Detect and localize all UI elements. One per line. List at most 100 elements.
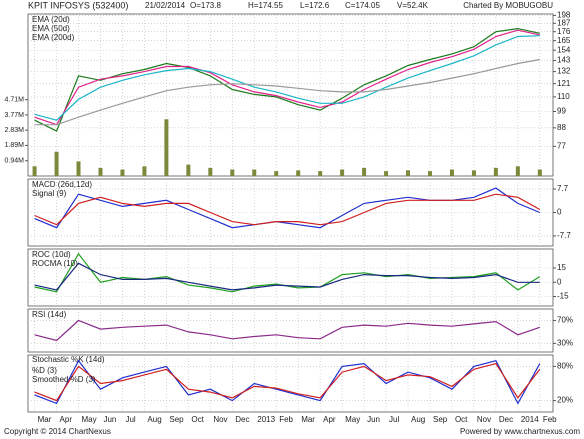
- y-tick-label: 88: [557, 123, 566, 132]
- y2-tick-label: 1.89M: [5, 142, 25, 149]
- x-tick-label: Feb: [543, 415, 557, 424]
- volume-bar: [252, 169, 257, 176]
- legend-label: MACD (26d,12d): [32, 180, 92, 189]
- low: L=172.6: [300, 1, 330, 10]
- x-tick-label: Feb: [279, 415, 293, 424]
- panel-frame: [27, 354, 554, 413]
- series-line: [34, 362, 541, 402]
- panel-frame: [27, 13, 554, 177]
- y-tick-label: 70%: [557, 316, 573, 325]
- y-tick-label: 187: [557, 18, 571, 27]
- volume-bar: [32, 166, 37, 176]
- x-tick-label: 2014: [521, 415, 539, 424]
- volume-bar: [340, 169, 345, 176]
- y-tick-label: 30%: [557, 339, 573, 348]
- y-tick-label: 0: [557, 208, 562, 217]
- volume-bar: [406, 170, 411, 176]
- volume-bar: [471, 170, 476, 176]
- volume-bar: [384, 171, 389, 176]
- series-line: [34, 319, 540, 342]
- x-tick-label: Nov: [213, 415, 227, 424]
- legend-label: Signal (9): [32, 189, 67, 198]
- legend-label: Smoothed %D (3): [32, 375, 96, 384]
- y-tick-label: 165: [557, 36, 571, 45]
- volume-bar: [76, 161, 81, 176]
- x-tick-label: Apr: [60, 415, 73, 424]
- open: O=173.8: [190, 1, 221, 10]
- x-tick-label: Mar: [38, 415, 52, 424]
- x-tick-label: May: [82, 415, 97, 424]
- series-line: [34, 29, 540, 126]
- y-tick-label: 198: [557, 11, 571, 20]
- x-tick-label: Jul: [389, 415, 399, 424]
- volume-bar: [54, 151, 59, 176]
- x-tick-label: Aug: [411, 415, 425, 424]
- series-line: [34, 193, 541, 226]
- x-tick-label: Dec: [235, 415, 249, 424]
- y-tick-label: -7.7: [557, 231, 571, 240]
- legend-label: RSI (14d): [32, 310, 67, 319]
- y-tick-label: 176: [557, 27, 571, 36]
- y-tick-label: 110: [557, 92, 570, 101]
- x-tick-label: May: [345, 415, 360, 424]
- y-tick-label: 20%: [557, 396, 573, 405]
- credit: Charted By MOBUGOBU: [463, 1, 553, 10]
- volume: V=52.4K: [397, 1, 429, 10]
- panel-frame: [27, 308, 554, 353]
- volume-bar: [164, 119, 169, 176]
- volume-bar: [515, 166, 520, 176]
- x-tick-label: 2013: [257, 415, 275, 424]
- series-line: [34, 359, 541, 405]
- x-tick-label: Oct: [191, 415, 204, 424]
- y-tick-label: 80%: [557, 362, 573, 371]
- volume-bar: [537, 169, 542, 176]
- powered-by: Powered by www.chartnexus.com: [460, 427, 580, 436]
- y-tick-label: 132: [557, 67, 571, 76]
- series-line: [34, 262, 540, 291]
- y-tick-label: 143: [557, 56, 571, 65]
- legend-label: EMA (20d): [32, 15, 70, 24]
- y-tick-label: 154: [557, 45, 571, 54]
- volume-bar: [98, 167, 103, 176]
- x-tick-label: Jul: [125, 415, 135, 424]
- volume-bar: [318, 171, 323, 176]
- y-tick-label: 77: [557, 141, 566, 150]
- copyright: Copyright © 2014 ChartNexus: [4, 427, 111, 436]
- legend-label: EMA (50d): [32, 24, 70, 33]
- volume-bar: [186, 164, 191, 176]
- y2-tick-label: 2.83M: [5, 127, 25, 134]
- close: C=174.05: [345, 1, 380, 10]
- series-line: [34, 35, 540, 121]
- volume-bar: [493, 167, 498, 176]
- y2-tick-label: 4.71M: [5, 97, 25, 104]
- y-tick-label: 7.7: [557, 184, 569, 193]
- y-tick-label: -15: [557, 292, 569, 301]
- x-tick-label: Dec: [499, 415, 513, 424]
- series-line: [34, 58, 540, 126]
- panel-frame: [27, 248, 554, 307]
- legend-label: EMA (200d): [32, 33, 75, 42]
- stock-title: KPIT INFOSYS (532400): [28, 0, 128, 10]
- volume-bar: [427, 171, 432, 176]
- series-line: [34, 27, 540, 132]
- volume-bar: [120, 169, 125, 176]
- y2-tick-label: 3.77M: [5, 112, 25, 119]
- volume-bar: [230, 169, 235, 176]
- x-tick-label: Aug: [147, 415, 161, 424]
- y-tick-label: 121: [557, 79, 571, 88]
- x-tick-label: Sep: [433, 415, 448, 424]
- panel-title: Stochastic %K (14d): [32, 355, 105, 364]
- volume-bar: [142, 166, 147, 176]
- y-tick-label: 15: [557, 263, 566, 272]
- x-tick-label: Nov: [477, 415, 491, 424]
- legend-label: ROCMA (10): [32, 259, 78, 268]
- volume-bar: [296, 170, 301, 176]
- date: 21/02/2014: [145, 1, 186, 10]
- x-tick-label: Jun: [103, 415, 116, 424]
- x-tick-label: Jun: [367, 415, 380, 424]
- legend-label: ROC (10d): [32, 250, 71, 259]
- volume-bar: [362, 167, 367, 176]
- volume-bar: [274, 171, 279, 176]
- legend-label: %D (3): [32, 366, 57, 375]
